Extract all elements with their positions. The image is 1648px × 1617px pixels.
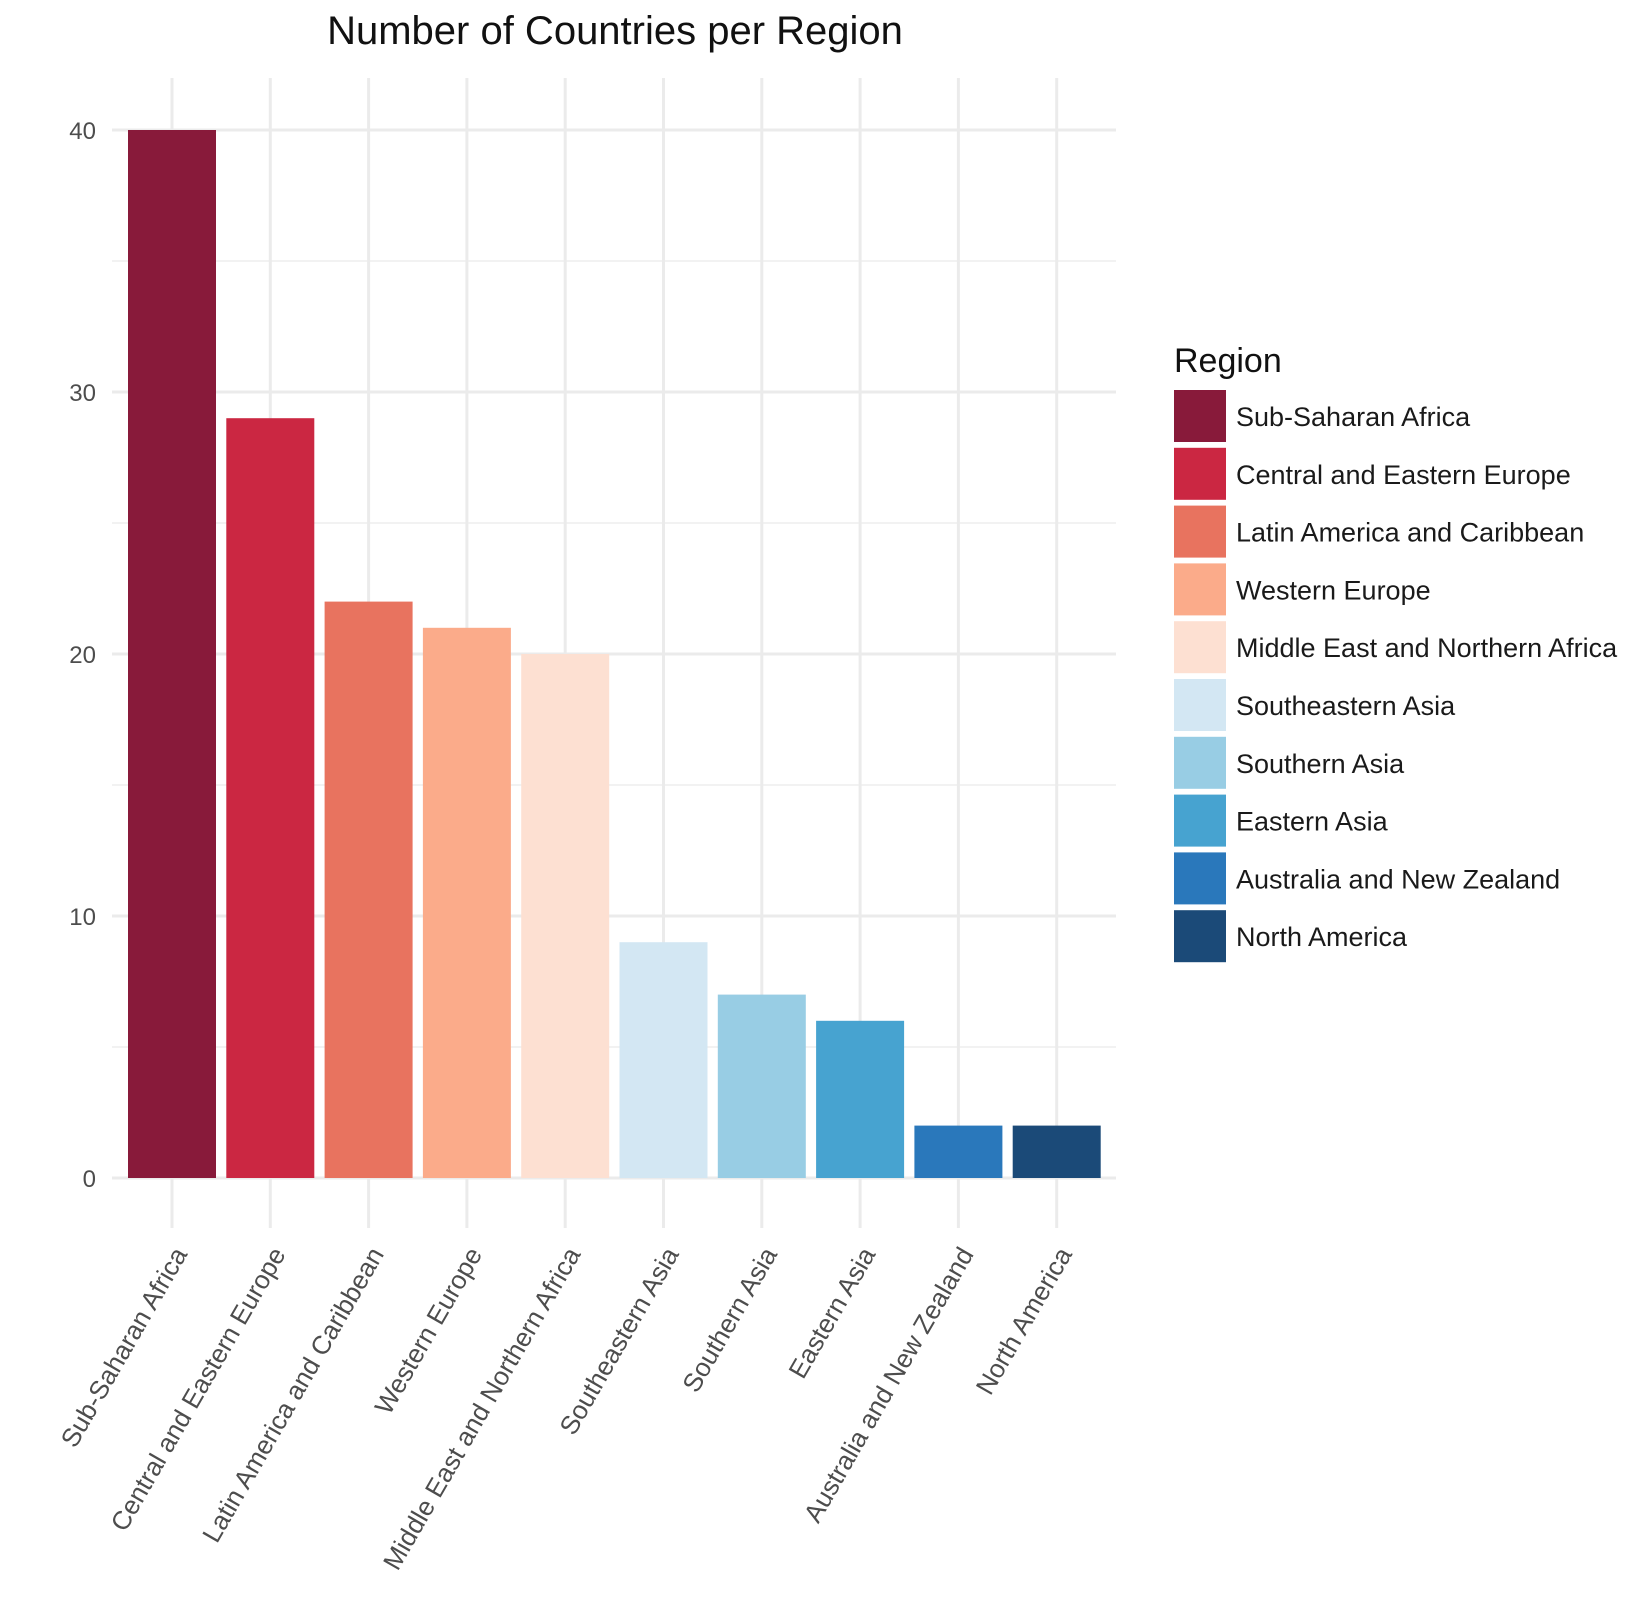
bar xyxy=(717,994,806,1178)
bar xyxy=(324,601,413,1178)
x-tick-label: Western Europe xyxy=(368,1242,488,1419)
y-tick-label: 20 xyxy=(69,642,96,669)
x-tick-label: Australia and New Zealand xyxy=(798,1242,980,1527)
y-tick-label: 0 xyxy=(83,1166,96,1193)
legend-label: Middle East and Northern Africa xyxy=(1236,633,1618,663)
y-tick-label: 30 xyxy=(69,380,96,407)
bar xyxy=(914,1125,1003,1178)
x-tick-label: Eastern Asia xyxy=(782,1242,881,1384)
bar xyxy=(226,418,315,1178)
legend-title: Region xyxy=(1174,342,1282,380)
legend-label: Sub-Saharan Africa xyxy=(1236,402,1471,432)
x-tick-label: North America xyxy=(970,1242,1079,1400)
legend-swatch xyxy=(1174,505,1226,558)
legend-swatch xyxy=(1174,679,1226,731)
legend-label: North America xyxy=(1236,922,1408,952)
x-tick-label: Middle East and Northern Africa xyxy=(377,1242,587,1575)
chart-title: Number of Countries per Region xyxy=(327,9,903,53)
legend-swatch xyxy=(1174,447,1226,500)
y-axis-ticks: 0 10 20 30 40 xyxy=(69,118,96,1193)
legend-swatch xyxy=(1174,621,1226,674)
bar xyxy=(816,1020,905,1178)
legend-swatch xyxy=(1174,852,1226,905)
x-tick-label: Latin America and Caribbean xyxy=(196,1242,390,1547)
bar xyxy=(422,627,511,1178)
legend-label: Latin America and Caribbean xyxy=(1236,518,1584,548)
legend-label: Eastern Asia xyxy=(1236,807,1389,837)
y-tick-label: 40 xyxy=(69,118,96,145)
legend: Region Sub-Saharan Africa Central and Eas… xyxy=(1174,342,1618,963)
y-tick-label: 10 xyxy=(69,904,96,931)
legend-swatch xyxy=(1174,563,1226,616)
bar xyxy=(1012,1125,1101,1178)
legend-label: Central and Eastern Europe xyxy=(1236,460,1571,490)
bar xyxy=(521,654,610,1178)
legend-swatch xyxy=(1174,736,1226,789)
legend-label: Australia and New Zealand xyxy=(1236,864,1560,894)
legend-swatch xyxy=(1174,390,1226,442)
legend-label: Western Europe xyxy=(1236,575,1431,605)
legend-swatch xyxy=(1174,794,1226,847)
x-tick-label: Central and Eastern Europe xyxy=(104,1242,291,1536)
legend-label: Southeastern Asia xyxy=(1236,691,1456,721)
x-tick-label: Southern Asia xyxy=(676,1242,783,1398)
bar xyxy=(619,942,708,1178)
bars xyxy=(128,130,1101,1178)
legend-swatch xyxy=(1174,910,1226,963)
legend-label: Southern Asia xyxy=(1236,749,1405,779)
bar xyxy=(128,130,216,1178)
